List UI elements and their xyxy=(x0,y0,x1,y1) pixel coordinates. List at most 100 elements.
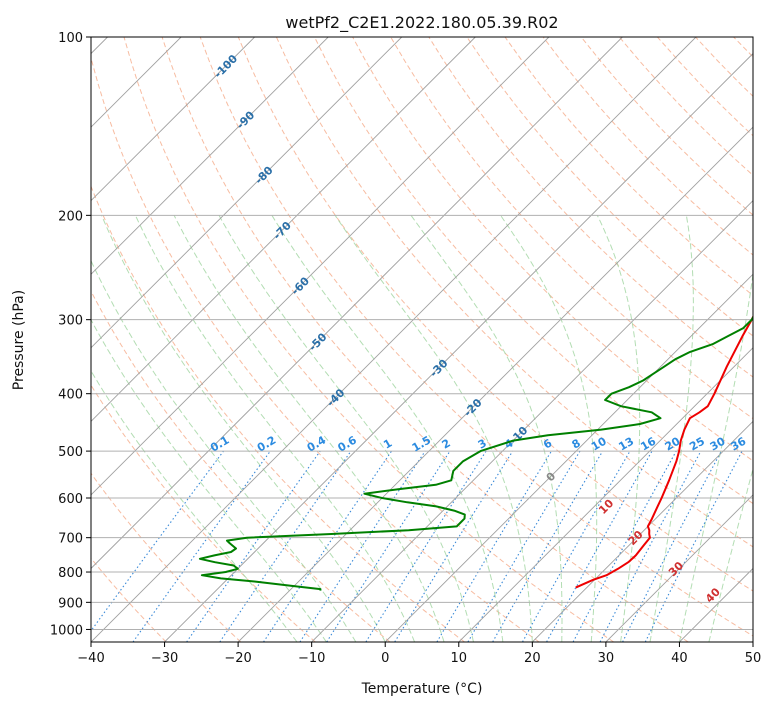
moist-adiabat xyxy=(91,369,298,642)
x-tick-label: 10 xyxy=(451,651,468,666)
isotherm-label-zero: 0 xyxy=(544,469,559,484)
moist-adiabat xyxy=(649,215,694,642)
dry-adiabat xyxy=(199,37,753,637)
background-lines xyxy=(91,37,753,642)
dry-adiabat xyxy=(237,37,753,592)
mixing-ratio-line xyxy=(644,450,743,642)
y-tick-label: 100 xyxy=(58,31,83,46)
moist-adiabat-label: 30 xyxy=(666,559,686,579)
dry-adiabat xyxy=(466,37,753,337)
x-tick-label: 20 xyxy=(524,651,541,666)
y-tick-label: 800 xyxy=(58,566,83,581)
dewpoint-profile xyxy=(198,315,753,591)
moist-adiabat xyxy=(134,215,416,642)
axes: −40 −30 −20 −10 0 10 20 30 40 5010020030040050060… xyxy=(50,31,761,666)
isotherm-line xyxy=(384,273,753,642)
y-tick-label: 200 xyxy=(58,209,83,224)
moist-adiabat xyxy=(91,318,327,642)
x-tick-label: −30 xyxy=(151,651,178,666)
dry-adiabat xyxy=(657,37,753,137)
mixing-ratio-line xyxy=(91,450,224,632)
mixing-ratio-label: 8 xyxy=(570,437,583,452)
moist-adiabat xyxy=(334,215,533,642)
y-tick-label: 300 xyxy=(58,314,83,329)
dry-adiabat xyxy=(161,37,689,642)
dry-adiabat xyxy=(91,472,242,642)
isotherm-line xyxy=(164,52,753,642)
mixing-ratio-line xyxy=(132,450,271,642)
mixing-ratio-line xyxy=(522,450,631,642)
moist-adiabat-label: 10 xyxy=(596,497,616,517)
x-tick-label: −20 xyxy=(224,651,251,666)
isotherm-line xyxy=(605,494,753,642)
isotherm-line xyxy=(237,126,753,642)
isotherm-line xyxy=(311,200,753,642)
moist-adiabat xyxy=(500,215,598,642)
x-tick-label: −40 xyxy=(77,651,104,666)
dry-adiabat xyxy=(390,37,753,420)
isotherm-label: -80 xyxy=(252,164,275,187)
isotherm-line xyxy=(458,347,753,642)
mixing-ratio-line xyxy=(326,450,451,642)
dry-adiabat xyxy=(275,37,753,548)
isotherm-line xyxy=(91,37,329,275)
y-tick-label: 900 xyxy=(58,596,83,611)
dry-adiabat xyxy=(314,37,753,505)
y-tick-label: 600 xyxy=(58,492,83,507)
temperature-profile xyxy=(575,314,753,589)
x-tick-label: −10 xyxy=(298,651,325,666)
moist-adiabat xyxy=(708,467,753,642)
moist-adiabat xyxy=(410,215,563,642)
chart-title: wetPf2_C2E1.2022.180.05.39.R02 xyxy=(285,13,558,33)
y-tick-label: 700 xyxy=(58,532,83,547)
isotherm-label: -70 xyxy=(271,219,294,242)
isotherm-line xyxy=(91,37,623,570)
isotherm-line xyxy=(679,567,753,642)
x-tick-label: 30 xyxy=(598,651,615,666)
x-tick-label: 50 xyxy=(745,651,762,666)
x-axis-label: Temperature (°C) xyxy=(361,681,483,697)
mixing-ratio-line xyxy=(546,450,653,642)
mixing-ratio-line xyxy=(436,450,552,642)
dry-adiabat xyxy=(580,37,753,216)
isotherm-label: -50 xyxy=(306,330,329,353)
x-tick-label: 40 xyxy=(671,651,688,666)
dry-adiabat xyxy=(504,37,753,296)
isotherm-line xyxy=(91,37,255,202)
isotherm-label: -40 xyxy=(324,386,347,409)
dry-adiabat xyxy=(695,37,753,97)
dry-adiabat xyxy=(91,384,316,642)
mixing-ratio-line xyxy=(394,450,514,642)
mixing-ratio-line xyxy=(572,450,677,642)
y-tick-label: 400 xyxy=(58,388,83,403)
y-axis-label: Pressure (hPa) xyxy=(11,290,27,390)
dry-adiabat xyxy=(91,290,391,642)
mixing-ratio-label: 1 xyxy=(381,437,394,452)
isotherm-label: -30 xyxy=(427,356,450,379)
mixing-ratio-label: 6 xyxy=(541,436,554,451)
dry-adiabat xyxy=(352,37,753,462)
mixing-ratio-line xyxy=(365,450,487,642)
y-tick-label: 1000 xyxy=(50,623,83,638)
dry-adiabat xyxy=(428,37,753,378)
moist-adiabat xyxy=(173,215,445,642)
dry-adiabat xyxy=(91,55,540,642)
y-tick-label: 500 xyxy=(58,445,83,460)
isotherm-line xyxy=(752,641,753,642)
dry-adiabat xyxy=(91,185,465,642)
moist-adiabat xyxy=(91,259,357,642)
mixing-ratio-line xyxy=(186,450,321,642)
x-tick-label: 0 xyxy=(381,651,389,666)
mixing-ratio-label: 2 xyxy=(440,437,453,452)
mixing-ratio-line xyxy=(299,450,426,642)
isotherm-label: -90 xyxy=(234,108,257,131)
profile-series xyxy=(198,314,753,591)
moist-adiabat xyxy=(271,215,504,642)
moist-adiabat xyxy=(678,270,753,642)
isotherm-line xyxy=(532,420,753,642)
isotherm-line xyxy=(91,37,697,642)
isotherm-line xyxy=(91,37,476,422)
dry-adiabat xyxy=(91,557,167,642)
mixing-ratio-line xyxy=(263,450,392,642)
